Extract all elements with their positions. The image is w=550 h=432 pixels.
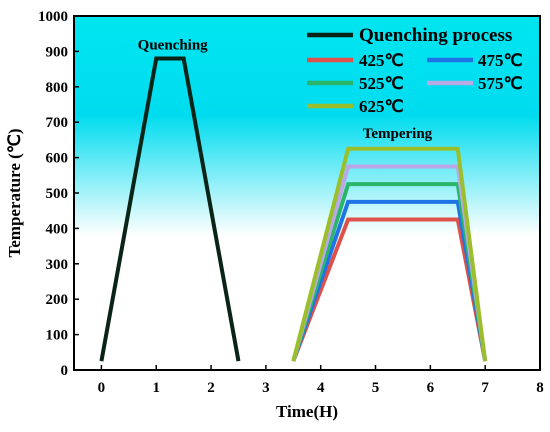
axis-ticks: 0 1 2 3 4 5 6 7 8 0 100 200 300 400 500 600 700 800 900 100… <box>38 9 544 396</box>
y-tick-label: 700 <box>46 115 69 131</box>
series-line-5 <box>291 146 488 362</box>
y-tick-label: 800 <box>46 80 69 96</box>
y-tick-label: 300 <box>46 257 69 273</box>
y-tick-label: 100 <box>46 328 69 344</box>
y-tick-label: 200 <box>46 292 69 308</box>
y-tick-label: 0 <box>61 363 69 379</box>
x-tick-label: 0 <box>98 380 106 396</box>
legend-label-2: 475℃ <box>478 51 523 70</box>
series-lines <box>99 56 488 362</box>
y-axis-title: Temperature (℃) <box>5 128 24 257</box>
y-tick-label: 400 <box>46 221 69 237</box>
annotation-tempering: Tempering <box>363 126 433 142</box>
legend-label-4: 575℃ <box>478 74 523 93</box>
legend-label-0: Quenching process <box>359 25 512 46</box>
x-tick-label: 4 <box>317 380 325 396</box>
x-tick-label: 5 <box>372 380 380 396</box>
legend-label-3: 525℃ <box>359 74 404 93</box>
legend-label-5: 625℃ <box>359 97 404 116</box>
legend-label-1: 425℃ <box>359 51 404 70</box>
annotation-quenching: Quenching <box>138 38 209 54</box>
x-axis-title: Time(H) <box>276 402 338 421</box>
x-tick-label: 1 <box>152 380 160 396</box>
y-tick-label: 1000 <box>38 9 68 25</box>
y-tick-label: 900 <box>46 44 69 60</box>
x-tick-label: 2 <box>207 380 215 396</box>
y-tick-label: 500 <box>46 186 69 202</box>
x-tick-label: 3 <box>262 380 270 396</box>
legend: Quenching process 425℃ 475℃ 525℃ 575℃ 625℃ <box>307 25 523 116</box>
y-tick-label: 600 <box>46 151 69 167</box>
x-tick-label: 8 <box>536 380 544 396</box>
series-line-0 <box>99 56 241 362</box>
x-tick-label: 6 <box>427 380 435 396</box>
x-tick-label: 7 <box>481 380 489 396</box>
